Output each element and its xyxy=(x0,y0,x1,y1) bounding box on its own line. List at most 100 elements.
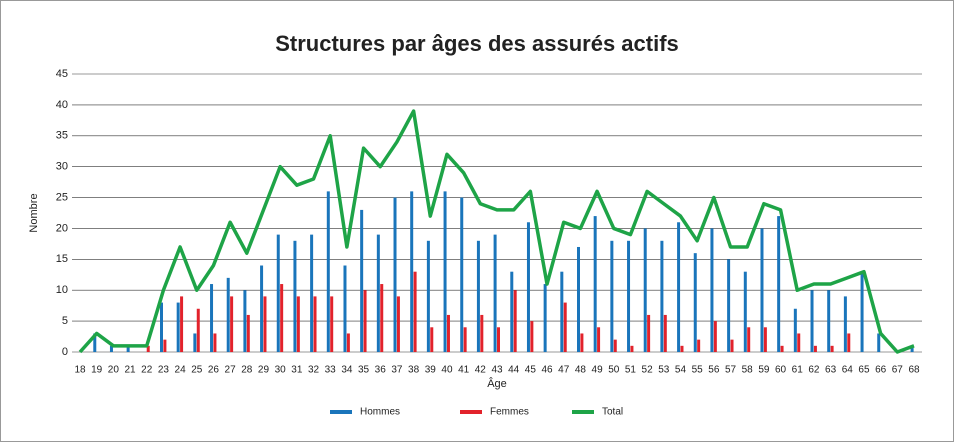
bar xyxy=(827,290,831,352)
bar xyxy=(313,296,317,352)
bar xyxy=(213,333,217,352)
bar xyxy=(263,296,267,352)
bar xyxy=(877,333,881,352)
bar xyxy=(560,271,564,352)
bar xyxy=(196,308,200,352)
x-tick-label: 48 xyxy=(575,365,587,376)
bar xyxy=(643,228,647,352)
bar xyxy=(243,290,247,352)
bar xyxy=(396,296,400,352)
bar xyxy=(613,339,617,352)
bar xyxy=(443,191,447,352)
bar xyxy=(727,259,731,352)
x-tick-label: 56 xyxy=(708,365,720,376)
x-tick-label: 53 xyxy=(658,365,670,376)
x-tick-label: 20 xyxy=(108,365,120,376)
x-tick-label: 45 xyxy=(525,365,537,376)
bar xyxy=(847,333,851,352)
bar xyxy=(326,191,330,352)
x-tick-label: 50 xyxy=(608,365,620,376)
bar xyxy=(526,222,530,352)
bar xyxy=(460,197,464,352)
x-tick-label: 54 xyxy=(675,365,687,376)
bar xyxy=(226,277,230,352)
bar xyxy=(310,234,314,352)
bar xyxy=(647,314,651,352)
bar xyxy=(146,345,150,352)
x-tick-label: 59 xyxy=(758,365,770,376)
bar xyxy=(810,290,814,352)
bar xyxy=(580,333,584,352)
x-tick-label: 35 xyxy=(358,365,370,376)
bar xyxy=(577,246,580,352)
bar xyxy=(813,345,817,352)
bar xyxy=(180,296,184,352)
bar xyxy=(410,191,414,352)
x-tick-label: 32 xyxy=(308,365,320,376)
y-tick-label: 20 xyxy=(56,222,68,234)
bar xyxy=(777,216,781,352)
bar xyxy=(93,333,97,352)
bar xyxy=(713,321,717,352)
bar xyxy=(760,228,764,352)
bar xyxy=(663,314,667,352)
x-tick-label: 34 xyxy=(341,365,353,376)
bar xyxy=(693,253,697,352)
x-tick-label: 29 xyxy=(258,365,270,376)
bar xyxy=(376,234,380,352)
x-tick-label: 23 xyxy=(158,365,170,376)
y-tick-label: 45 xyxy=(56,68,68,80)
bar xyxy=(513,290,517,352)
bar xyxy=(260,265,264,352)
x-tick-label: 62 xyxy=(808,365,820,376)
x-tick-label: 51 xyxy=(625,365,637,376)
x-tick-label: 52 xyxy=(642,365,654,376)
bar xyxy=(380,284,384,352)
bar xyxy=(463,327,467,352)
bar xyxy=(660,240,664,352)
x-tick-label: 47 xyxy=(558,365,570,376)
x-tick-label: 61 xyxy=(792,365,804,376)
x-tick-label: 19 xyxy=(91,365,103,376)
x-tick-label: 46 xyxy=(541,365,553,376)
bar xyxy=(780,345,784,352)
y-tick-label: 35 xyxy=(56,130,68,142)
bar xyxy=(393,197,397,352)
bar xyxy=(343,265,347,352)
x-tick-label: 27 xyxy=(225,365,237,376)
x-tick-label: 30 xyxy=(275,365,287,376)
bar xyxy=(710,228,714,352)
bar xyxy=(126,345,130,352)
y-tick-label: 0 xyxy=(62,346,68,358)
y-tick-label: 10 xyxy=(56,284,68,296)
y-tick-label: 25 xyxy=(56,191,68,203)
chart-title: Structures par âges des assurés actifs xyxy=(275,31,679,56)
bar xyxy=(296,296,300,352)
bar xyxy=(497,327,500,352)
bar xyxy=(830,345,834,352)
bar xyxy=(163,339,167,352)
bar xyxy=(743,271,747,352)
x-tick-label: 38 xyxy=(408,365,420,376)
bar xyxy=(160,302,163,352)
bar xyxy=(597,327,601,352)
x-tick-label: 68 xyxy=(908,365,920,376)
y-tick-label: 5 xyxy=(62,315,68,327)
bar xyxy=(697,339,701,352)
bar xyxy=(176,302,180,352)
bar xyxy=(246,314,250,352)
x-tick-label: 64 xyxy=(842,365,854,376)
bar xyxy=(430,327,434,352)
bar xyxy=(793,308,797,352)
bar xyxy=(446,314,450,352)
x-tick-label: 57 xyxy=(725,365,737,376)
y-tick-label: 40 xyxy=(56,99,68,111)
legend-swatch xyxy=(572,410,594,414)
bar xyxy=(346,333,350,352)
bar xyxy=(763,327,767,352)
x-tick-label: 43 xyxy=(491,365,503,376)
x-tick-label: 55 xyxy=(692,365,704,376)
x-tick-label: 28 xyxy=(241,365,253,376)
bar xyxy=(910,345,914,352)
